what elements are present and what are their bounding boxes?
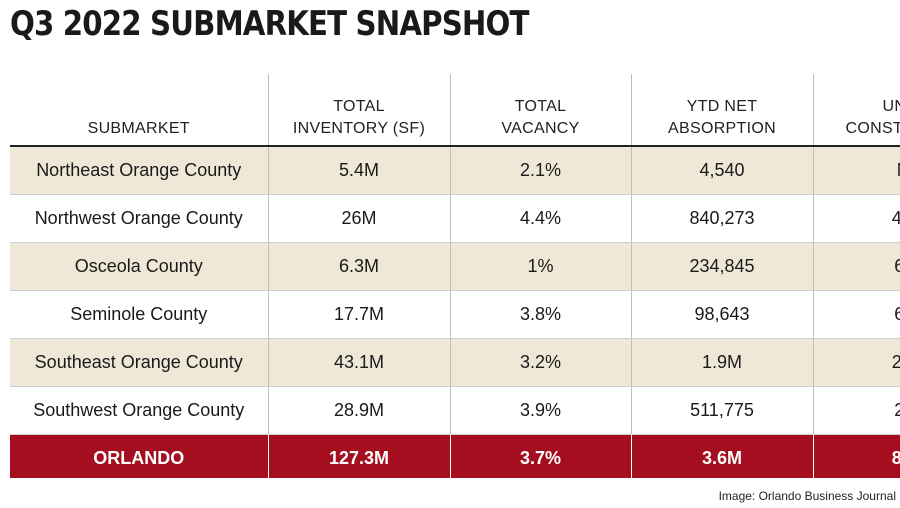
cell-construction: N/A [812,146,900,195]
header-ytd-net-absorption: YTD NET ABSORPTION [630,74,813,147]
total-submarket: ORLANDO [10,434,268,478]
cell-submarket: Seminole County [10,290,268,339]
table-row: Osceola County 6.3M 1% 234,845 664, [10,242,900,291]
cell-vacancy: 3.8% [449,290,631,339]
cell-absorption: 840,273 [630,194,813,243]
cell-absorption: 234,845 [630,242,813,291]
header-total-inventory: TOTAL INVENTORY (SF) [267,74,450,147]
cell-inventory: 5.4M [267,146,450,195]
table-row: Southwest Orange County 28.9M 3.9% 511,7… [10,386,900,435]
cell-construction: 687, [812,290,900,339]
cell-construction: 664, [812,242,900,291]
total-absorption: 3.6M [630,434,813,478]
image-credit: Image: Orlando Business Journal [718,489,896,503]
cell-vacancy: 3.2% [449,338,631,387]
header-under-construction: UNDERCONSTRUCTION [812,74,900,147]
cell-construction: 212, [812,386,900,435]
table-row: Seminole County 17.7M 3.8% 98,643 687, [10,290,900,339]
total-row: ORLANDO 127.3M 3.7% 3.6M 8.0M [10,434,900,478]
table-row: Southeast Orange County 43.1M 3.2% 1.9M … [10,338,900,387]
cell-construction: 2.3M [812,338,900,387]
cell-submarket: Osceola County [10,242,268,291]
cell-inventory: 43.1M [267,338,450,387]
cell-inventory: 6.3M [267,242,450,291]
table-row: Northeast Orange County 5.4M 2.1% 4,540 … [10,146,900,195]
header-total-vacancy: TOTAL VACANCY [449,74,631,147]
total-inventory: 127.3M [267,434,450,478]
cell-submarket: Northwest Orange County [10,194,268,243]
total-construction: 8.0M [812,434,900,478]
cell-absorption: 98,643 [630,290,813,339]
cell-inventory: 17.7M [267,290,450,339]
cell-inventory: 28.9M [267,386,450,435]
header-submarket: SUBMARKET [10,74,268,147]
cell-vacancy: 3.9% [449,386,631,435]
header-row: SUBMARKET TOTAL INVENTORY (SF) TOTAL VACAN… [10,74,900,147]
cell-submarket: Northeast Orange County [10,146,268,195]
cell-absorption: 1.9M [630,338,813,387]
cell-absorption: 511,775 [630,386,813,435]
cell-inventory: 26M [267,194,450,243]
cell-vacancy: 4.4% [449,194,631,243]
cell-vacancy: 1% [449,242,631,291]
page-title: Q3 2022 SUBMARKET SNAPSHOT [10,4,529,44]
submarket-table-container: SUBMARKET TOTAL INVENTORY (SF) TOTAL VACAN… [10,74,900,478]
submarket-table: SUBMARKET TOTAL INVENTORY (SF) TOTAL VACAN… [10,74,900,478]
table-row: Northwest Orange County 26M 4.4% 840,273… [10,194,900,243]
cell-construction: 4.1M [812,194,900,243]
total-vacancy: 3.7% [449,434,631,478]
cell-submarket: Southeast Orange County [10,338,268,387]
cell-submarket: Southwest Orange County [10,386,268,435]
cell-absorption: 4,540 [630,146,813,195]
cell-vacancy: 2.1% [449,146,631,195]
